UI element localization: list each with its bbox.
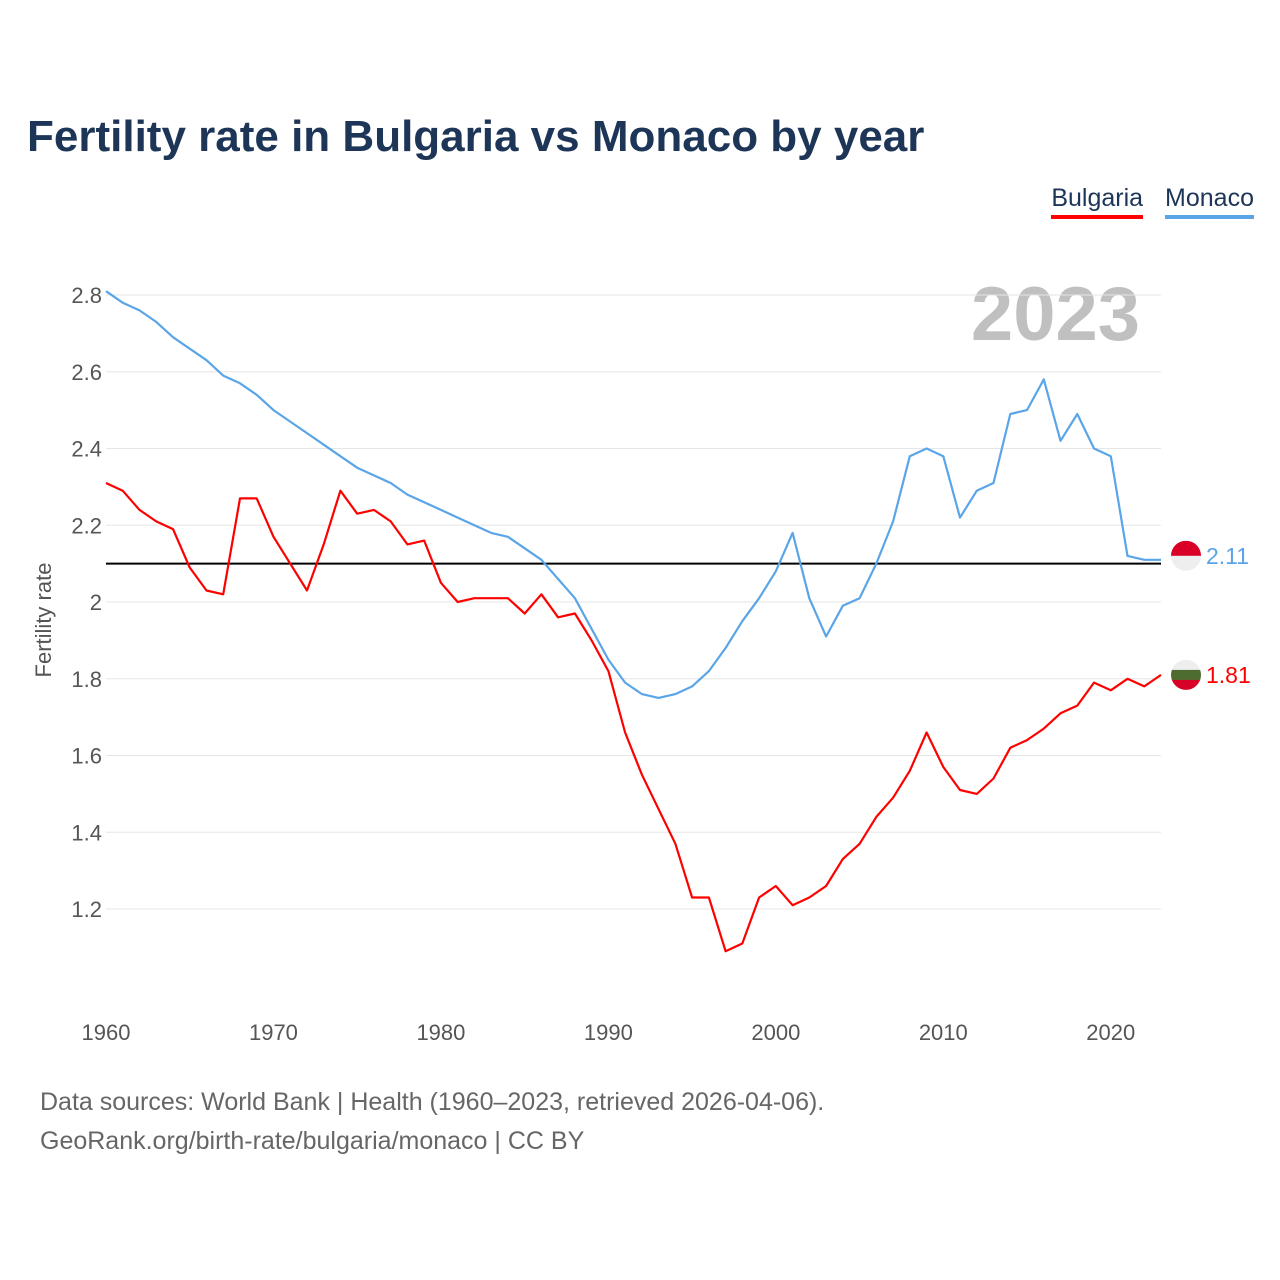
- y-axis-label: Fertility rate: [31, 563, 56, 678]
- year-watermark: 2023: [971, 272, 1140, 357]
- x-tick-label: 1970: [249, 1020, 298, 1045]
- end-value-label: 2.11: [1206, 543, 1249, 569]
- flag-bulgaria-icon: [1171, 659, 1201, 671]
- flag-monaco-icon: [1171, 555, 1201, 571]
- footer-sources: Data sources: World Bank | Health (1960–…: [40, 1088, 825, 1116]
- flag-monaco-icon: [1171, 540, 1201, 557]
- flag-bulgaria-icon: [1171, 669, 1201, 681]
- y-tick-label: 1.4: [71, 820, 102, 845]
- x-tick-label: 2000: [751, 1020, 800, 1045]
- flag-bulgaria-icon: [1171, 679, 1201, 690]
- y-tick-label: 2.4: [71, 437, 102, 462]
- y-tick-label: 1.8: [71, 667, 102, 692]
- y-tick-label: 2.8: [71, 283, 102, 308]
- series-line-bulgaria: [105, 482, 1162, 953]
- end-value-label: 1.81: [1206, 662, 1251, 688]
- x-tick-label: 2010: [919, 1020, 968, 1045]
- x-tick-label: 1990: [584, 1020, 633, 1045]
- x-tick-label: 1980: [416, 1020, 465, 1045]
- y-tick-label: 2.2: [71, 513, 102, 538]
- y-tick-label: 2.6: [71, 360, 102, 385]
- y-tick-label: 1.2: [71, 897, 102, 922]
- x-tick-label: 1960: [82, 1020, 131, 1045]
- legend-bulgaria[interactable]: Bulgaria: [1051, 184, 1144, 219]
- x-tick-label: 2020: [1086, 1020, 1135, 1045]
- legend: Bulgaria Monaco: [1051, 184, 1254, 219]
- chart-title: Fertility rate in Bulgaria vs Monaco by …: [27, 112, 925, 161]
- y-tick-label: 2: [90, 590, 102, 615]
- legend-monaco[interactable]: Monaco: [1165, 184, 1254, 219]
- footer-link[interactable]: GeoRank.org/birth-rate/bulgaria/monaco |…: [40, 1127, 585, 1155]
- y-tick-label: 1.6: [71, 744, 102, 769]
- series-line-monaco: [105, 290, 1161, 700]
